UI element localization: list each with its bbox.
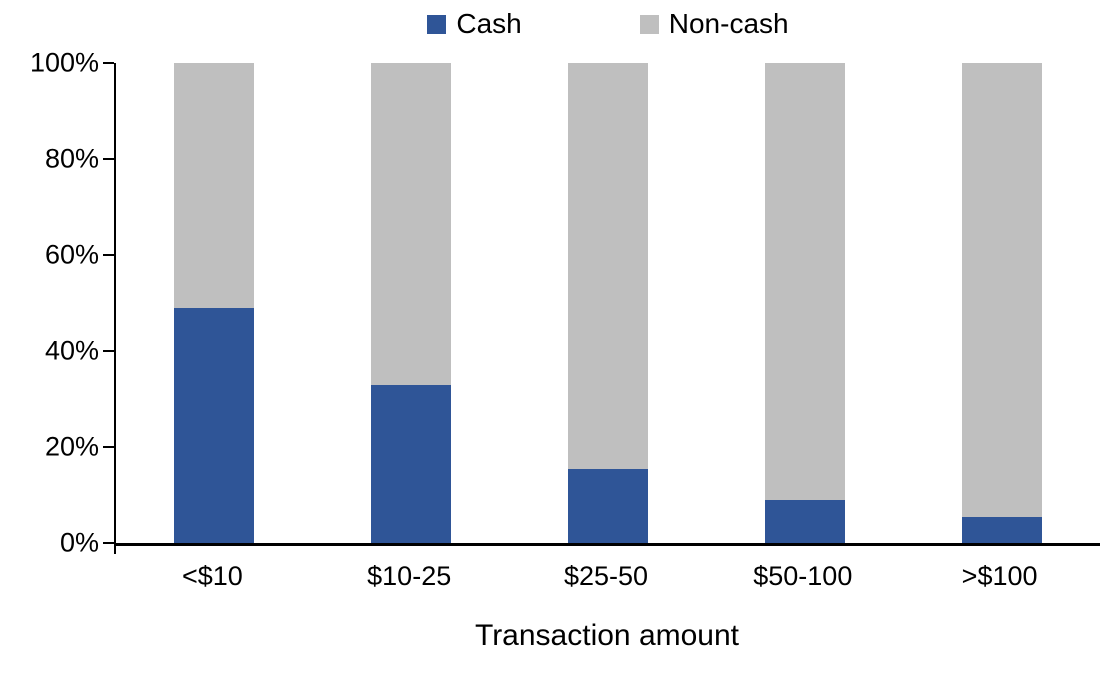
x-category-label: $10-25 [367, 561, 452, 591]
x-axis-title: Transaction amount [474, 619, 740, 652]
legend-label-cash: Cash [456, 8, 522, 39]
y-tick-label: 80% [44, 143, 99, 174]
y-axis-tick [103, 158, 114, 160]
legend-label-noncash: Non-cash [668, 8, 789, 39]
x-axis-origin-tick [114, 543, 116, 554]
y-tick-label: 20% [44, 431, 99, 462]
noncash-swatch [639, 14, 659, 34]
y-axis-tick [103, 350, 114, 352]
x-axis-labels: <$10 $10-25 $25-50 $50-100 >$100 [114, 563, 1100, 597]
y-tick-label: 60% [44, 239, 99, 270]
legend: Cash Non-cash [116, 10, 1100, 38]
bar-segment-noncash [961, 63, 1042, 517]
y-tick-label: 0% [59, 527, 99, 558]
bar-segment-cash [174, 307, 255, 543]
bar-segment-noncash [371, 63, 452, 385]
y-axis-tick [103, 254, 114, 256]
y-axis-labels: 0% 20% 40% 60% 80% 100% [0, 49, 99, 556]
legend-item-noncash: Non-cash [639, 8, 789, 39]
x-category-label: $50-100 [753, 561, 853, 591]
bar-segment-noncash [568, 63, 648, 469]
legend-item-cash: Cash [427, 8, 522, 39]
cash-swatch [427, 14, 447, 34]
bar-segment-noncash [174, 63, 255, 308]
bar-segment-noncash [764, 63, 845, 500]
bar-segment-cash [764, 499, 845, 543]
bar-segment-cash [371, 384, 452, 543]
plot-area [103, 62, 1100, 554]
x-category-label: <$10 [181, 561, 243, 591]
bar-segment-cash [961, 516, 1042, 543]
y-tick-label: 40% [44, 335, 99, 366]
x-category-label: >$100 [961, 561, 1038, 591]
bar-segment-cash [568, 468, 648, 543]
y-tick-label: 100% [29, 47, 99, 78]
x-category-label: $25-50 [563, 561, 649, 591]
y-axis-tick [103, 62, 114, 64]
y-axis-tick [103, 542, 114, 544]
y-axis-tick [103, 446, 114, 448]
